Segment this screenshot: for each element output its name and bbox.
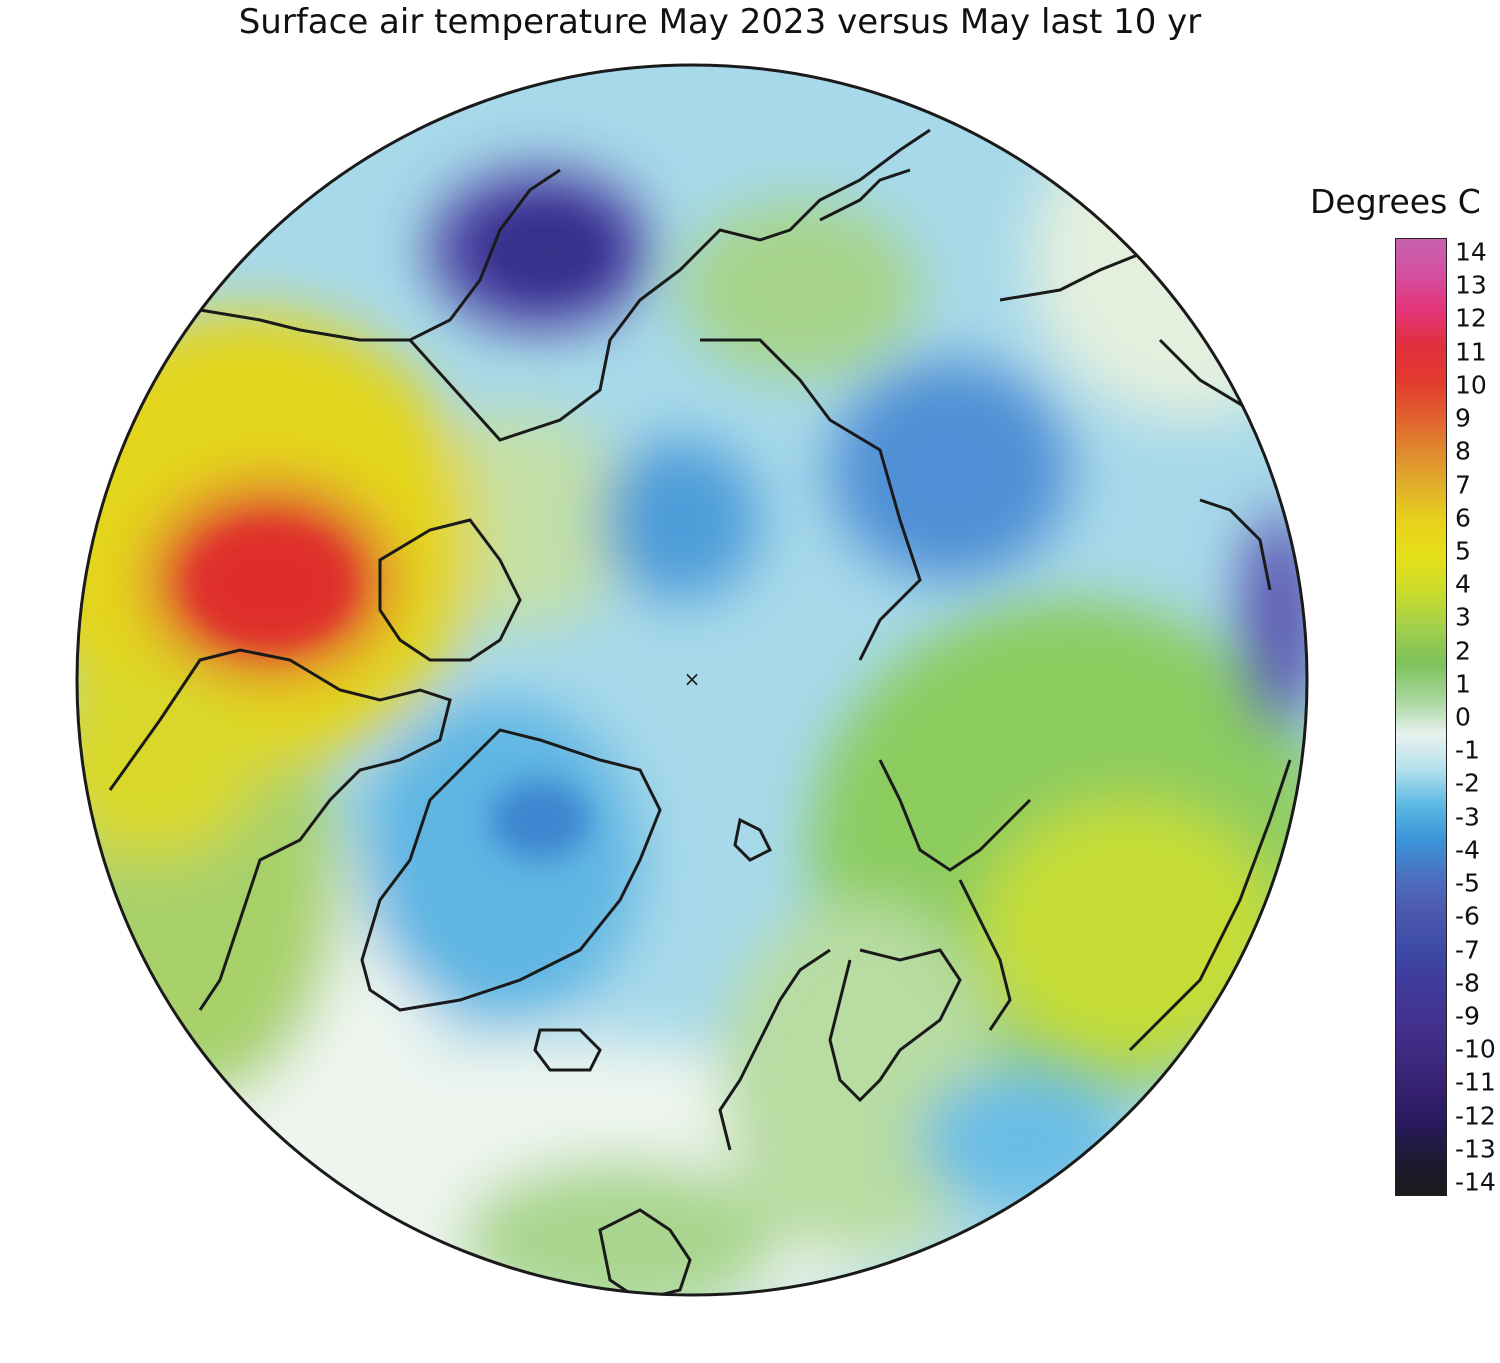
legend-title: Degrees C xyxy=(1310,182,1481,221)
colorbar-tick-label: 13 xyxy=(1455,270,1487,300)
colorbar-tick-label: 8 xyxy=(1455,436,1471,466)
colorbar-tick-label: -14 xyxy=(1455,1167,1496,1197)
colorbar-tick-label: -6 xyxy=(1455,901,1480,931)
colorbar-tick-label: -2 xyxy=(1455,768,1480,798)
north-pole-marker: × xyxy=(684,667,701,691)
chart-title: Surface air temperature May 2023 versus … xyxy=(238,2,1202,42)
colorbar-tick-label: 7 xyxy=(1455,470,1471,499)
map-boundary xyxy=(75,63,1309,1297)
colorbar-tick-label: -11 xyxy=(1455,1067,1496,1097)
colorbar xyxy=(1395,238,1447,1196)
colorbar-tick-label: -8 xyxy=(1455,968,1480,998)
colorbar-tick-label: 4 xyxy=(1455,569,1471,599)
colorbar-tick-label: 5 xyxy=(1455,536,1471,566)
colorbar-tick-label: -1 xyxy=(1455,735,1480,765)
colorbar-tick-label: -4 xyxy=(1455,835,1480,865)
colorbar-tick-label: -10 xyxy=(1455,1034,1496,1064)
colorbar-tick-label: -12 xyxy=(1455,1101,1496,1131)
colorbar-tick-label: 12 xyxy=(1455,303,1487,333)
colorbar-tick-label: -5 xyxy=(1455,868,1480,898)
polar-map: × xyxy=(75,63,1309,1297)
colorbar-tick-label: 9 xyxy=(1455,403,1471,433)
colorbar-tick-label: 11 xyxy=(1455,337,1487,367)
anomaly-field: × xyxy=(77,65,1307,1295)
colorbar-tick-label: -9 xyxy=(1455,1001,1480,1031)
colorbar-tick-label: -3 xyxy=(1455,802,1480,832)
colorbar-tick-label: -13 xyxy=(1455,1134,1496,1164)
colorbar-tick-label: 3 xyxy=(1455,602,1471,632)
colorbar-ticks: 14 13 12 11 10 9 8 7 6 5 4 3 2 1 0 -1 -2 -3 -4 -5 -6 -7 -8 -9 -1… xyxy=(1455,238,1500,1196)
colorbar-tick-label: 2 xyxy=(1455,636,1471,666)
colorbar-tick-label: 14 xyxy=(1455,237,1487,267)
colorbar-tick-label: 1 xyxy=(1455,669,1471,699)
colorbar-tick-label: 6 xyxy=(1455,503,1471,533)
colorbar-tick-label: 0 xyxy=(1455,702,1471,732)
colorbar-tick-label: -7 xyxy=(1455,935,1480,964)
colorbar-tick-label: 10 xyxy=(1455,370,1487,400)
